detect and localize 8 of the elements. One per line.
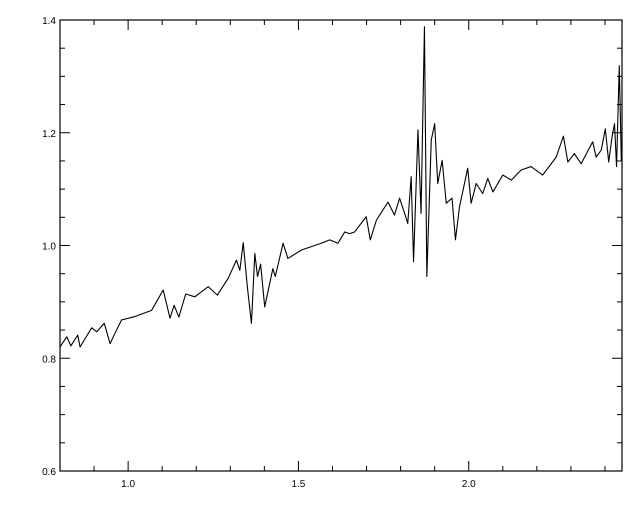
y-tick-label: 1.0 — [42, 242, 56, 252]
y-tick-label: 0.8 — [42, 354, 56, 366]
y-tick-label: 1.4 — [42, 16, 56, 27]
x-tick-label: 1.5 — [291, 479, 306, 490]
y-tick-label: 0.6 — [42, 467, 56, 478]
x-tick-label: 2.0 — [462, 479, 476, 490]
y-tick-label: 1.2 — [42, 128, 56, 140]
x-tick-label: 1.0 — [121, 479, 136, 490]
